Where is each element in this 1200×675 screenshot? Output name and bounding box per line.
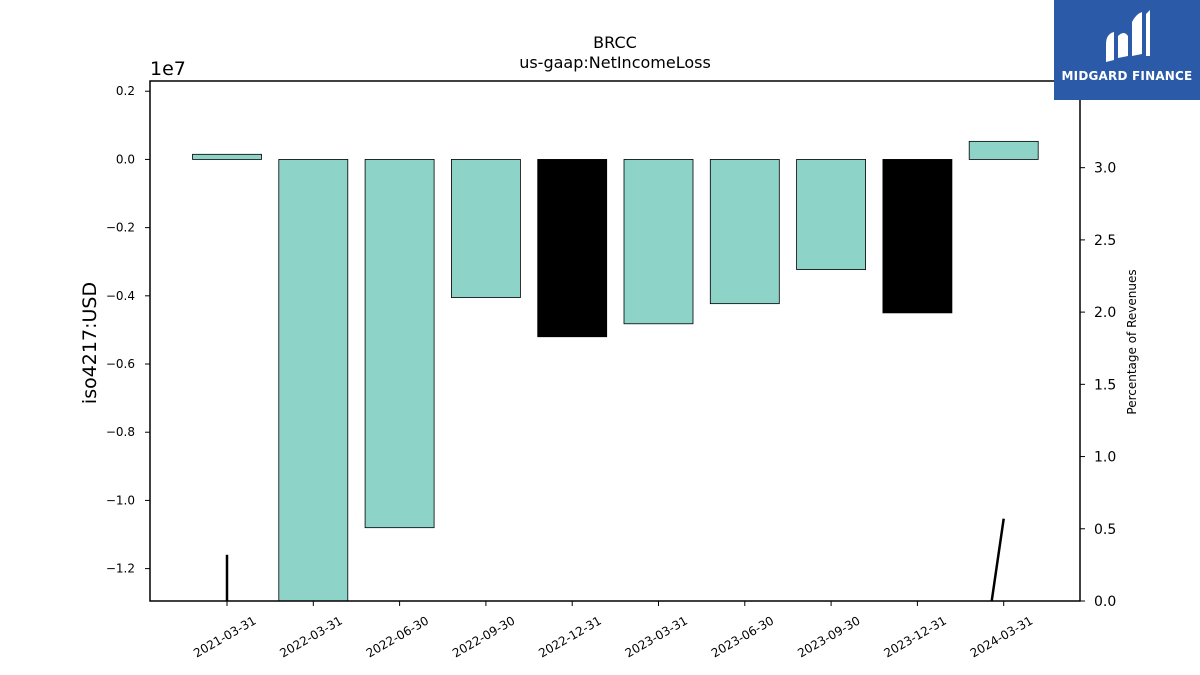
y-axis-ticks: 0.2 0.0 −0.2 −0.4 −0.6 −0.8 −1.0 −1.2: [106, 84, 150, 576]
y-tick-label: −1.0: [106, 493, 135, 507]
y-axis-label: iso4217:USD: [79, 282, 101, 404]
y2-tick-label: 1.0: [1094, 450, 1116, 466]
y2-tick-label: 2.0: [1094, 305, 1116, 321]
x-tick-label: 2024-03-31: [968, 613, 1035, 660]
logo-mark-icon: [1106, 10, 1150, 62]
bar-2021-03-31: [192, 153, 262, 160]
chart-title: BRCC: [593, 33, 637, 52]
y-offset-label: 1e7: [150, 58, 186, 80]
bar-2022-09-30: [450, 159, 521, 298]
y2-axis-ticks: 0.0 0.5 1.0 1.5 2.0 2.5 3.0: [1080, 161, 1116, 610]
y-tick-label: −0.4: [106, 289, 135, 303]
bar-2023-09-30: [796, 159, 866, 270]
x-tick-label: 2023-09-30: [795, 613, 862, 660]
x-tick-label: 2023-06-30: [709, 613, 776, 660]
plot-frame: [149, 80, 1081, 602]
x-tick-label: 2023-03-31: [623, 613, 690, 660]
bar-2022-06-30: [364, 159, 435, 529]
y2-tick-label: 1.5: [1094, 377, 1116, 393]
bar-2022-12-31: [537, 159, 608, 338]
logo-text: MIDGARD FINANCE: [1061, 69, 1193, 83]
y-tick-label: 0.2: [116, 84, 135, 98]
y-tick-label: −1.2: [106, 562, 135, 576]
x-tick-label: 2022-12-31: [536, 613, 603, 660]
bar-2023-06-30: [709, 159, 780, 305]
y-tick-label: −0.6: [106, 357, 135, 371]
bar-2023-12-31: [882, 159, 953, 314]
y2-axis-label: Percentage of Revenues: [1125, 269, 1139, 414]
y2-tick-label: 2.5: [1094, 233, 1116, 249]
x-axis-ticks: 2021-03-31 2022-03-31 2022-06-30 2022-09-30…: [191, 601, 1035, 660]
chart-subtitle: us-gaap:NetIncomeLoss: [519, 53, 711, 72]
x-tick-label: 2023-12-31: [881, 613, 948, 660]
y2-tick-label: 3.0: [1094, 161, 1116, 177]
line-segment-2: [990, 518, 1005, 602]
y-tick-label: 0.0: [116, 152, 135, 166]
midgard-finance-logo: MIDGARD FINANCE: [1054, 0, 1200, 100]
line-series-group: [225, 518, 1005, 602]
y2-tick-label: 0.5: [1094, 522, 1116, 538]
x-tick-label: 2022-03-31: [277, 613, 344, 660]
x-tick-label: 2022-09-30: [450, 613, 517, 660]
bars-group: [192, 140, 1039, 602]
x-tick-label: 2022-06-30: [364, 613, 431, 660]
x-tick-label: 2021-03-31: [191, 613, 258, 660]
y-tick-label: −0.2: [106, 221, 135, 235]
bar-2022-03-31: [278, 159, 349, 602]
bar-2023-03-31: [623, 159, 694, 325]
y-tick-label: −0.8: [106, 425, 135, 439]
y2-tick-label: 0.0: [1094, 594, 1116, 610]
bar-2024-03-31: [968, 140, 1039, 160]
